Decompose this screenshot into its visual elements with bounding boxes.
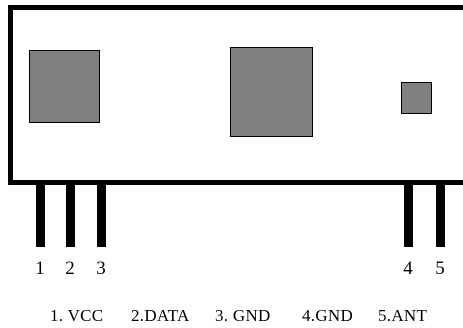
component-center bbox=[230, 47, 313, 137]
pin-2-number: 2 bbox=[65, 258, 75, 279]
pin-5-lead bbox=[436, 184, 445, 247]
pin-3-number: 3 bbox=[96, 258, 106, 279]
pin-3-label: 3. GND bbox=[215, 306, 271, 325]
pin-3-lead bbox=[97, 184, 106, 247]
pin-5-label: 5.ANT bbox=[378, 306, 428, 325]
component-right-small bbox=[401, 82, 432, 114]
pin-4-number: 4 bbox=[403, 258, 413, 279]
pin-4-lead bbox=[404, 184, 413, 247]
pin-4-label: 4.GND bbox=[302, 306, 354, 325]
pin-5-number: 5 bbox=[435, 258, 445, 279]
pin-2-label: 2.DATA bbox=[131, 306, 190, 325]
pin-1-lead bbox=[36, 184, 45, 247]
pin-2-lead bbox=[66, 184, 75, 247]
pin-1-label: 1. VCC bbox=[50, 306, 104, 325]
component-left bbox=[29, 50, 100, 123]
pin-1-number: 1 bbox=[35, 258, 45, 279]
